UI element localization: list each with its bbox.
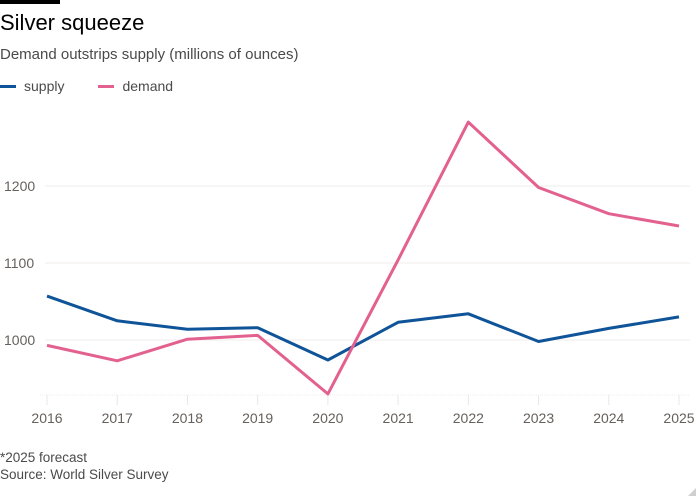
line-chart: 1000 1100 1200 2016 2017 2018 2019 2020 2021 2022…: [4, 120, 695, 426]
legend-label-supply: supply: [24, 78, 65, 94]
chart-subtitle: Demand outstrips supply (millions of oun…: [0, 46, 299, 63]
x-tick-label-2022: 2022: [453, 410, 484, 426]
chart-title: Silver squeeze: [0, 10, 145, 35]
x-tick-label-2024: 2024: [593, 410, 624, 426]
x-tick-label-2023: 2023: [523, 410, 554, 426]
y-tick-label-1000: 1000: [4, 332, 35, 348]
x-tick-label-2016: 2016: [31, 410, 62, 426]
y-tick-label-1100: 1100: [4, 255, 34, 271]
x-tick-label-2017: 2017: [102, 410, 133, 426]
legend-label-demand: demand: [122, 78, 174, 94]
series-line-supply: [46, 294, 680, 362]
legend-swatch-supply: [0, 84, 16, 88]
legend-swatch-demand: [98, 84, 115, 88]
forecast-note: *2025 forecast: [0, 450, 88, 465]
legend-item-demand: demand: [98, 78, 173, 94]
footnote: *2025 forecast Source: World Silver Surv…: [0, 449, 169, 483]
x-tick-label-2020: 2020: [312, 410, 343, 426]
legend: supply demand: [0, 78, 207, 94]
y-tick-label-1200: 1200: [4, 178, 35, 194]
source-note: Source: World Silver Survey: [0, 467, 169, 482]
series-line-demand: [46, 120, 680, 396]
x-tick-label-2019: 2019: [242, 410, 273, 426]
x-tick-label-2025: 2025: [663, 410, 694, 426]
resize-handle-icon: [688, 488, 696, 496]
legend-item-supply: supply: [0, 78, 64, 94]
brand-bar: [0, 0, 60, 4]
x-tick-label-2021: 2021: [383, 410, 414, 426]
x-tick-label-2018: 2018: [172, 410, 203, 426]
